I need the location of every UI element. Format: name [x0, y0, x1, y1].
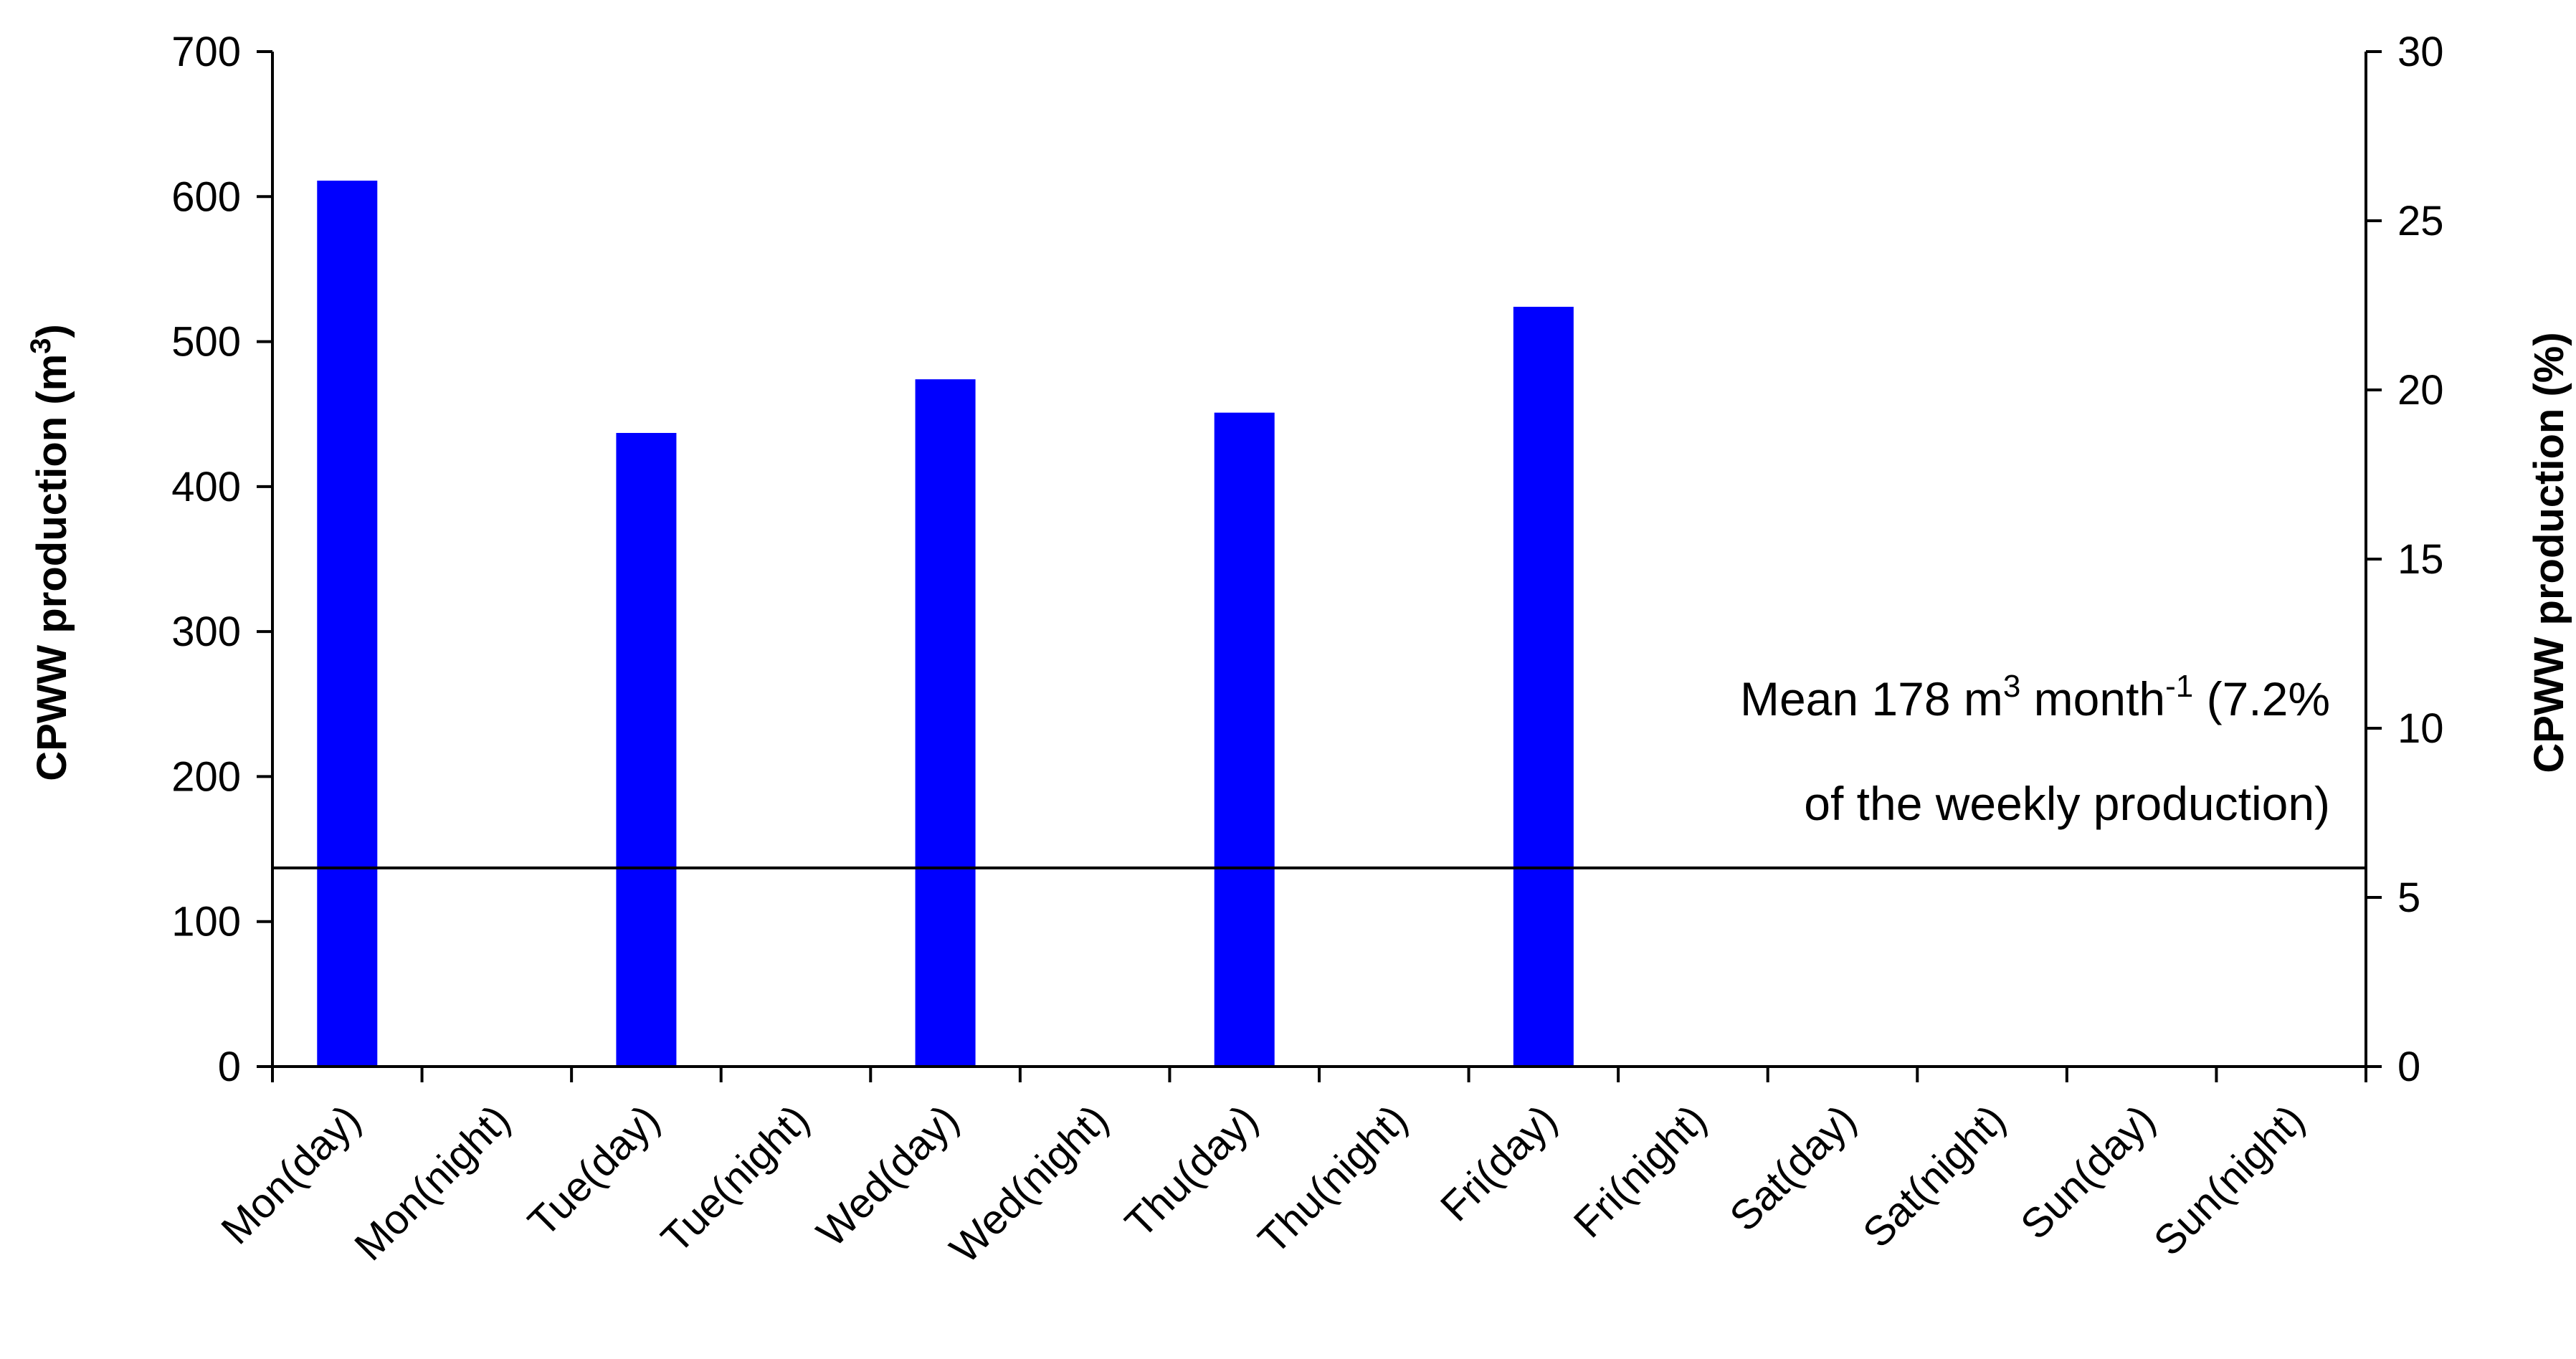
right-tick-label: 5 — [2397, 874, 2420, 921]
right-tick-label: 10 — [2397, 705, 2444, 752]
x-tick-label: Thu(night) — [1250, 1096, 1417, 1263]
left-tick-label: 600 — [171, 173, 241, 220]
x-tick-label: Sun(day) — [2012, 1096, 2164, 1248]
x-tick-label: Mon(day) — [212, 1096, 369, 1253]
x-tick-label: Sat(day) — [1721, 1096, 1865, 1240]
x-tick-label: Sun(night) — [2145, 1096, 2314, 1264]
right-axis: 0 5 10 15 20 25 30 — [2364, 29, 2444, 1090]
left-tick-label: 300 — [171, 609, 241, 655]
bars-group — [317, 181, 1574, 1067]
left-tick-label: 0 — [218, 1044, 241, 1090]
left-tick-label: 200 — [171, 753, 241, 800]
left-tick-label: 100 — [171, 899, 241, 945]
x-axis: Mon(day)Mon(night) Tue(day)Tue(night)Wed(… — [212, 1065, 2367, 1272]
x-tick-label: Sat(night) — [1854, 1096, 2015, 1257]
right-tick-label: 30 — [2397, 29, 2444, 75]
right-tick-label: 15 — [2397, 536, 2444, 583]
x-tick-label: Wed(night) — [941, 1096, 1118, 1272]
bar-mon-day — [317, 181, 378, 1067]
bar-fri-day — [1513, 307, 1574, 1067]
bar-wed-day — [915, 379, 976, 1067]
x-tick-label: Tue(day) — [519, 1096, 669, 1246]
bar-thu-day — [1214, 412, 1275, 1067]
x-tick-label: Thu(day) — [1116, 1096, 1267, 1246]
x-tick-label: Fri(day) — [1432, 1096, 1566, 1230]
x-tick-label: Fri(night) — [1565, 1096, 1716, 1246]
bar-tue-day — [616, 433, 677, 1067]
mean-annotation-line2: of the weekly production) — [1804, 777, 2330, 830]
left-axis: 0 100 200 300 400 500 600 700 — [171, 29, 274, 1090]
left-tick-label: 700 — [171, 29, 241, 75]
x-tick-label: Tue(night) — [652, 1096, 818, 1262]
left-tick-label: 500 — [171, 319, 241, 366]
right-tick-label: 25 — [2397, 198, 2444, 244]
right-tick-label: 0 — [2397, 1044, 2420, 1090]
mean-annotation-line1: Mean 178 m3 month-1 (7.2% — [1740, 669, 2330, 725]
right-tick-label: 20 — [2397, 367, 2444, 414]
y-axis-title-right: CPWW production (%) — [2526, 332, 2572, 773]
x-tick-label: Wed(day) — [808, 1096, 968, 1256]
x-tick-label: Mon(night) — [346, 1096, 519, 1269]
left-tick-label: 400 — [171, 464, 241, 510]
y-axis-title-left: CPWW production (m3) — [25, 324, 75, 781]
